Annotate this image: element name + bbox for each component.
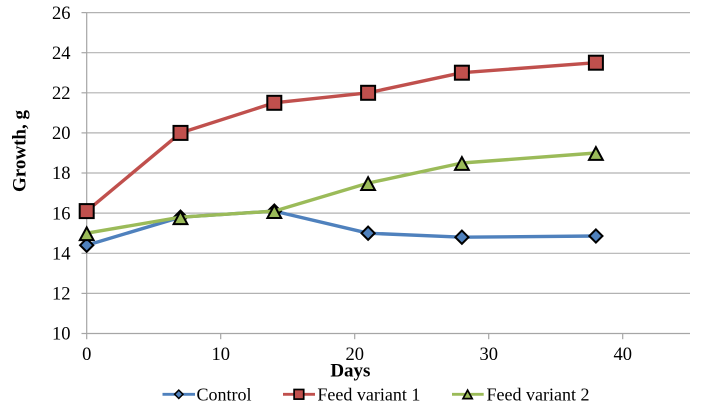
svg-text:Feed variant 2: Feed variant 2: [487, 384, 590, 404]
svg-text:22: 22: [52, 84, 71, 104]
svg-text:40: 40: [613, 345, 632, 365]
svg-text:24: 24: [52, 44, 71, 64]
svg-text:20: 20: [52, 124, 71, 144]
svg-text:10: 10: [211, 345, 230, 365]
svg-text:Control: Control: [197, 384, 252, 404]
svg-text:20: 20: [345, 345, 364, 365]
svg-text:26: 26: [52, 4, 71, 24]
svg-text:0: 0: [82, 345, 91, 365]
svg-text:16: 16: [52, 204, 71, 224]
svg-text:Feed variant 1: Feed variant 1: [317, 384, 420, 404]
svg-text:10: 10: [52, 325, 71, 345]
svg-text:18: 18: [52, 164, 71, 184]
svg-text:12: 12: [52, 285, 71, 305]
svg-text:Days: Days: [330, 361, 370, 382]
svg-text:30: 30: [479, 345, 498, 365]
svg-text:Growth, g: Growth, g: [10, 110, 31, 192]
svg-text:14: 14: [52, 245, 71, 265]
